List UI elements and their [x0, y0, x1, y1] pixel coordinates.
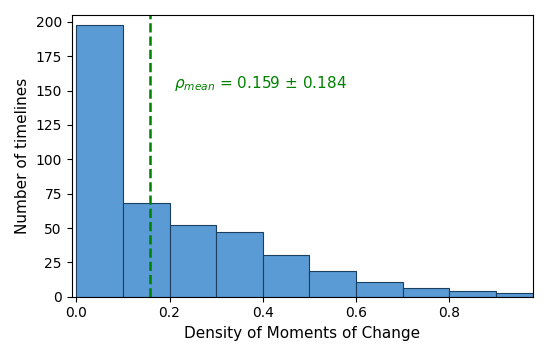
Bar: [123, 203, 169, 297]
Bar: [496, 293, 543, 297]
X-axis label: Density of Moments of Change: Density of Moments of Change: [184, 326, 420, 341]
Y-axis label: Number of timelines: Number of timelines: [15, 78, 30, 234]
Bar: [262, 256, 309, 297]
Bar: [449, 291, 496, 297]
Bar: [309, 271, 356, 297]
Bar: [403, 288, 449, 297]
Bar: [76, 25, 123, 297]
Bar: [356, 282, 403, 297]
Bar: [216, 232, 262, 297]
Text: $\rho_{mean}$ = 0.159 ± 0.184: $\rho_{mean}$ = 0.159 ± 0.184: [174, 74, 347, 93]
Bar: [169, 225, 216, 297]
